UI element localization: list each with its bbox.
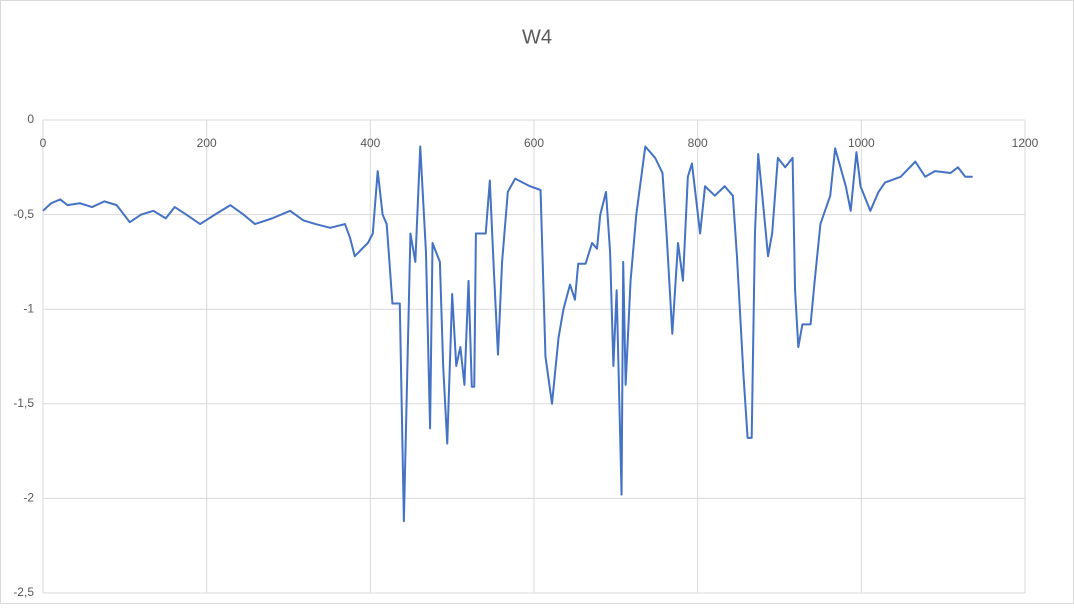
x-tick-label: 0 — [40, 136, 47, 150]
x-tick-label: 400 — [360, 136, 380, 150]
y-tick-label: -1 — [23, 301, 34, 315]
y-tick-label: -2,5 — [13, 585, 34, 599]
y-tick-label: -1,5 — [13, 396, 34, 410]
x-tick-label: 600 — [524, 136, 544, 150]
x-tick-label: 1200 — [1012, 136, 1039, 150]
x-tick-label: 200 — [197, 136, 217, 150]
data-line — [42, 145, 973, 523]
x-tick-label: 1000 — [848, 136, 875, 150]
y-tick-label: -0,5 — [13, 207, 34, 221]
y-tick-label: -2 — [23, 491, 34, 505]
x-tick-label: 800 — [688, 136, 708, 150]
y-tick-label: 0 — [27, 112, 34, 126]
chart-title: W4 — [522, 26, 552, 48]
